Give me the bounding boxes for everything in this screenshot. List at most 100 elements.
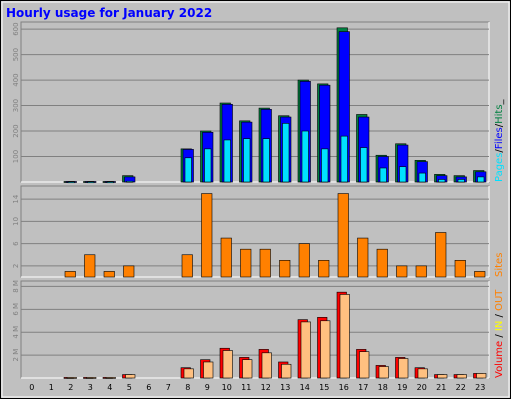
bar-pages-22	[457, 179, 465, 183]
bar-out-4	[105, 377, 116, 379]
y-tick-label: 4 M	[12, 326, 20, 339]
legend-entry: OUT	[494, 289, 505, 311]
bar-sites-10	[220, 237, 232, 278]
bar-out-13	[281, 363, 292, 379]
bar-sites-12	[259, 248, 271, 278]
y-tick-label: 2 M	[12, 349, 20, 362]
bar-pages-2	[67, 181, 75, 184]
legend-entry: /	[494, 123, 505, 127]
bar-pages-11	[243, 138, 251, 183]
bar-sites-19	[396, 265, 408, 278]
bar-pages-15	[321, 148, 329, 183]
bar-pages-9	[204, 148, 212, 183]
bar-sites-4	[103, 271, 115, 278]
y-tick-label: 200	[12, 124, 20, 137]
x-tick-label-11: 11	[241, 383, 251, 392]
y-tick-label: 500	[12, 48, 20, 61]
bar-sites-2	[64, 271, 76, 278]
x-tick-label-20: 20	[417, 383, 427, 392]
legend-bottom: Volume / IN / OUT	[494, 289, 505, 378]
bar-sites-14	[298, 243, 310, 278]
bar-pages-10	[223, 139, 231, 183]
bar-out-11	[242, 359, 253, 379]
bar-out-12	[261, 352, 272, 379]
legend-entry: _	[494, 98, 505, 105]
x-tick-label-17: 17	[358, 383, 368, 392]
y-tick-label: 100	[12, 150, 20, 163]
x-tick-label-14: 14	[300, 383, 310, 392]
panel-frame	[20, 280, 490, 379]
legend-entry: Sites	[494, 253, 505, 277]
bar-sites-18	[376, 248, 388, 278]
x-tick-label-13: 13	[280, 383, 290, 392]
bar-out-23	[476, 373, 487, 379]
legend-entry: /	[494, 149, 505, 153]
bar-out-17	[359, 351, 370, 379]
bar-sites-9	[201, 193, 213, 278]
panel-frame	[20, 21, 490, 183]
bar-sites-16	[337, 193, 349, 278]
bar-out-2	[66, 377, 77, 379]
x-tick-label-0: 0	[29, 383, 34, 392]
bar-out-19	[398, 358, 409, 379]
bar-sites-15	[318, 260, 330, 278]
bar-out-8	[183, 368, 194, 379]
legend-entry: /	[494, 311, 505, 321]
bar-sites-5	[123, 265, 135, 278]
y-tick-label: 600	[12, 22, 20, 35]
y-tick-label: 10	[12, 217, 20, 226]
y-tick-label: 8 M	[12, 280, 20, 293]
bar-sites-17	[357, 237, 369, 278]
x-tick-label-5: 5	[127, 383, 132, 392]
bar-pages-12	[262, 138, 270, 183]
bar-pages-19	[399, 166, 407, 183]
x-tick-label-16: 16	[339, 383, 349, 392]
x-tick-label-22: 22	[456, 383, 466, 392]
legend-entry: Files	[494, 127, 505, 149]
legend-entry: Volume	[494, 341, 505, 378]
bar-pages-4	[106, 181, 114, 184]
bar-out-9	[203, 361, 214, 379]
bar-sites-8	[181, 254, 193, 278]
panel-frame	[20, 185, 490, 278]
x-tick-label-9: 9	[205, 383, 210, 392]
x-tick-label-19: 19	[397, 383, 407, 392]
x-tick-label-21: 21	[436, 383, 446, 392]
bar-sites-13	[279, 260, 291, 278]
legend-entry: Pages	[494, 153, 505, 182]
bar-sites-20	[415, 265, 427, 278]
x-tick-label-10: 10	[222, 383, 232, 392]
bar-pages-20	[418, 172, 426, 183]
x-tick-label-15: 15	[319, 383, 329, 392]
x-tick-label-8: 8	[185, 383, 190, 392]
x-tick-label-18: 18	[378, 383, 388, 392]
bar-pages-5	[126, 180, 134, 183]
bar-out-5	[125, 374, 136, 379]
bar-pages-23	[477, 176, 485, 183]
panel-bottom: 2 M 4 M 6 M 8 M Volume / IN / OUT	[12, 280, 505, 379]
chart-title: Hourly usage for January 2022	[6, 6, 213, 20]
bar-out-10	[222, 350, 233, 379]
bar-pages-14	[301, 130, 309, 183]
bar-pages-17	[360, 147, 368, 183]
y-tick-label: 6	[12, 241, 20, 246]
legend-entry: Hits	[494, 104, 505, 123]
panel-middle: 2 6 10 14 Sites	[12, 185, 505, 278]
x-tick-label-4: 4	[107, 383, 112, 392]
y-tick-label: 400	[12, 73, 20, 86]
y-tick-label: 300	[12, 99, 20, 112]
bar-sites-23	[474, 271, 486, 278]
x-tick-label-7: 7	[166, 383, 171, 392]
bar-sites-22	[454, 260, 466, 278]
bar-sites-11	[240, 248, 252, 278]
legend-middle: Sites	[494, 253, 505, 277]
bar-pages-8	[184, 157, 192, 183]
y-tick-label: 2	[12, 264, 20, 268]
bar-out-16	[339, 294, 350, 379]
x-tick-label-23: 23	[475, 383, 485, 392]
legend-entry: IN	[494, 321, 505, 331]
x-tick-label-1: 1	[49, 383, 54, 392]
bar-sites-21	[435, 232, 447, 278]
